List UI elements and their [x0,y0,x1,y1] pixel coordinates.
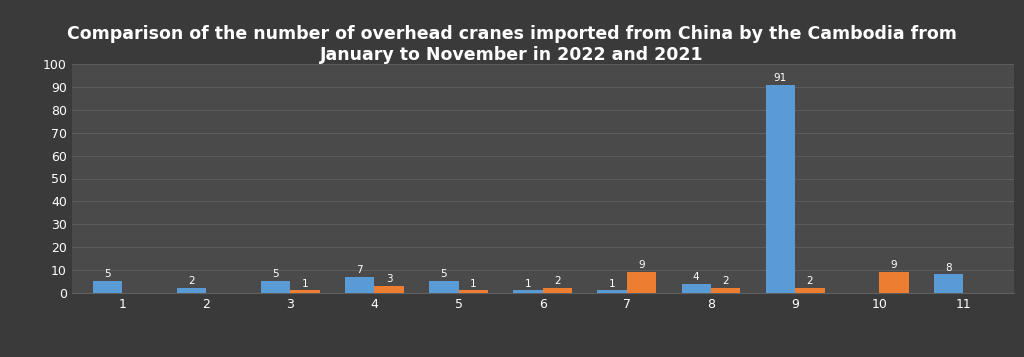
Text: 3: 3 [386,274,392,284]
Bar [766,85,795,293]
Bar [459,291,488,293]
Bar [375,286,403,293]
Text: 5: 5 [272,270,279,280]
Bar [291,291,319,293]
Bar [795,288,824,293]
Bar [627,272,656,293]
Text: 9: 9 [638,260,645,270]
Text: 4: 4 [693,272,699,282]
Text: 9: 9 [891,260,897,270]
Text: 1: 1 [302,278,308,288]
Bar [513,291,543,293]
Text: 1: 1 [524,278,531,288]
Bar [93,281,122,293]
Bar [429,281,459,293]
Text: 5: 5 [104,270,111,280]
Text: 1: 1 [609,278,615,288]
Text: Comparison of the number of overhead cranes imported from China by the Cambodia : Comparison of the number of overhead cra… [67,25,957,64]
Bar [177,288,206,293]
Text: 2: 2 [807,276,813,286]
Bar [711,288,740,293]
Bar [543,288,572,293]
Bar [345,277,375,293]
Bar [682,283,711,293]
Text: 2: 2 [554,276,561,286]
Bar [880,272,908,293]
Text: 1: 1 [470,278,476,288]
Bar [934,275,964,293]
Text: 91: 91 [774,73,787,83]
Text: 2: 2 [722,276,729,286]
Bar [597,291,627,293]
Text: 2: 2 [188,276,195,286]
Text: 8: 8 [945,263,952,273]
Text: 7: 7 [356,265,364,275]
Bar [261,281,291,293]
Text: 5: 5 [440,270,447,280]
